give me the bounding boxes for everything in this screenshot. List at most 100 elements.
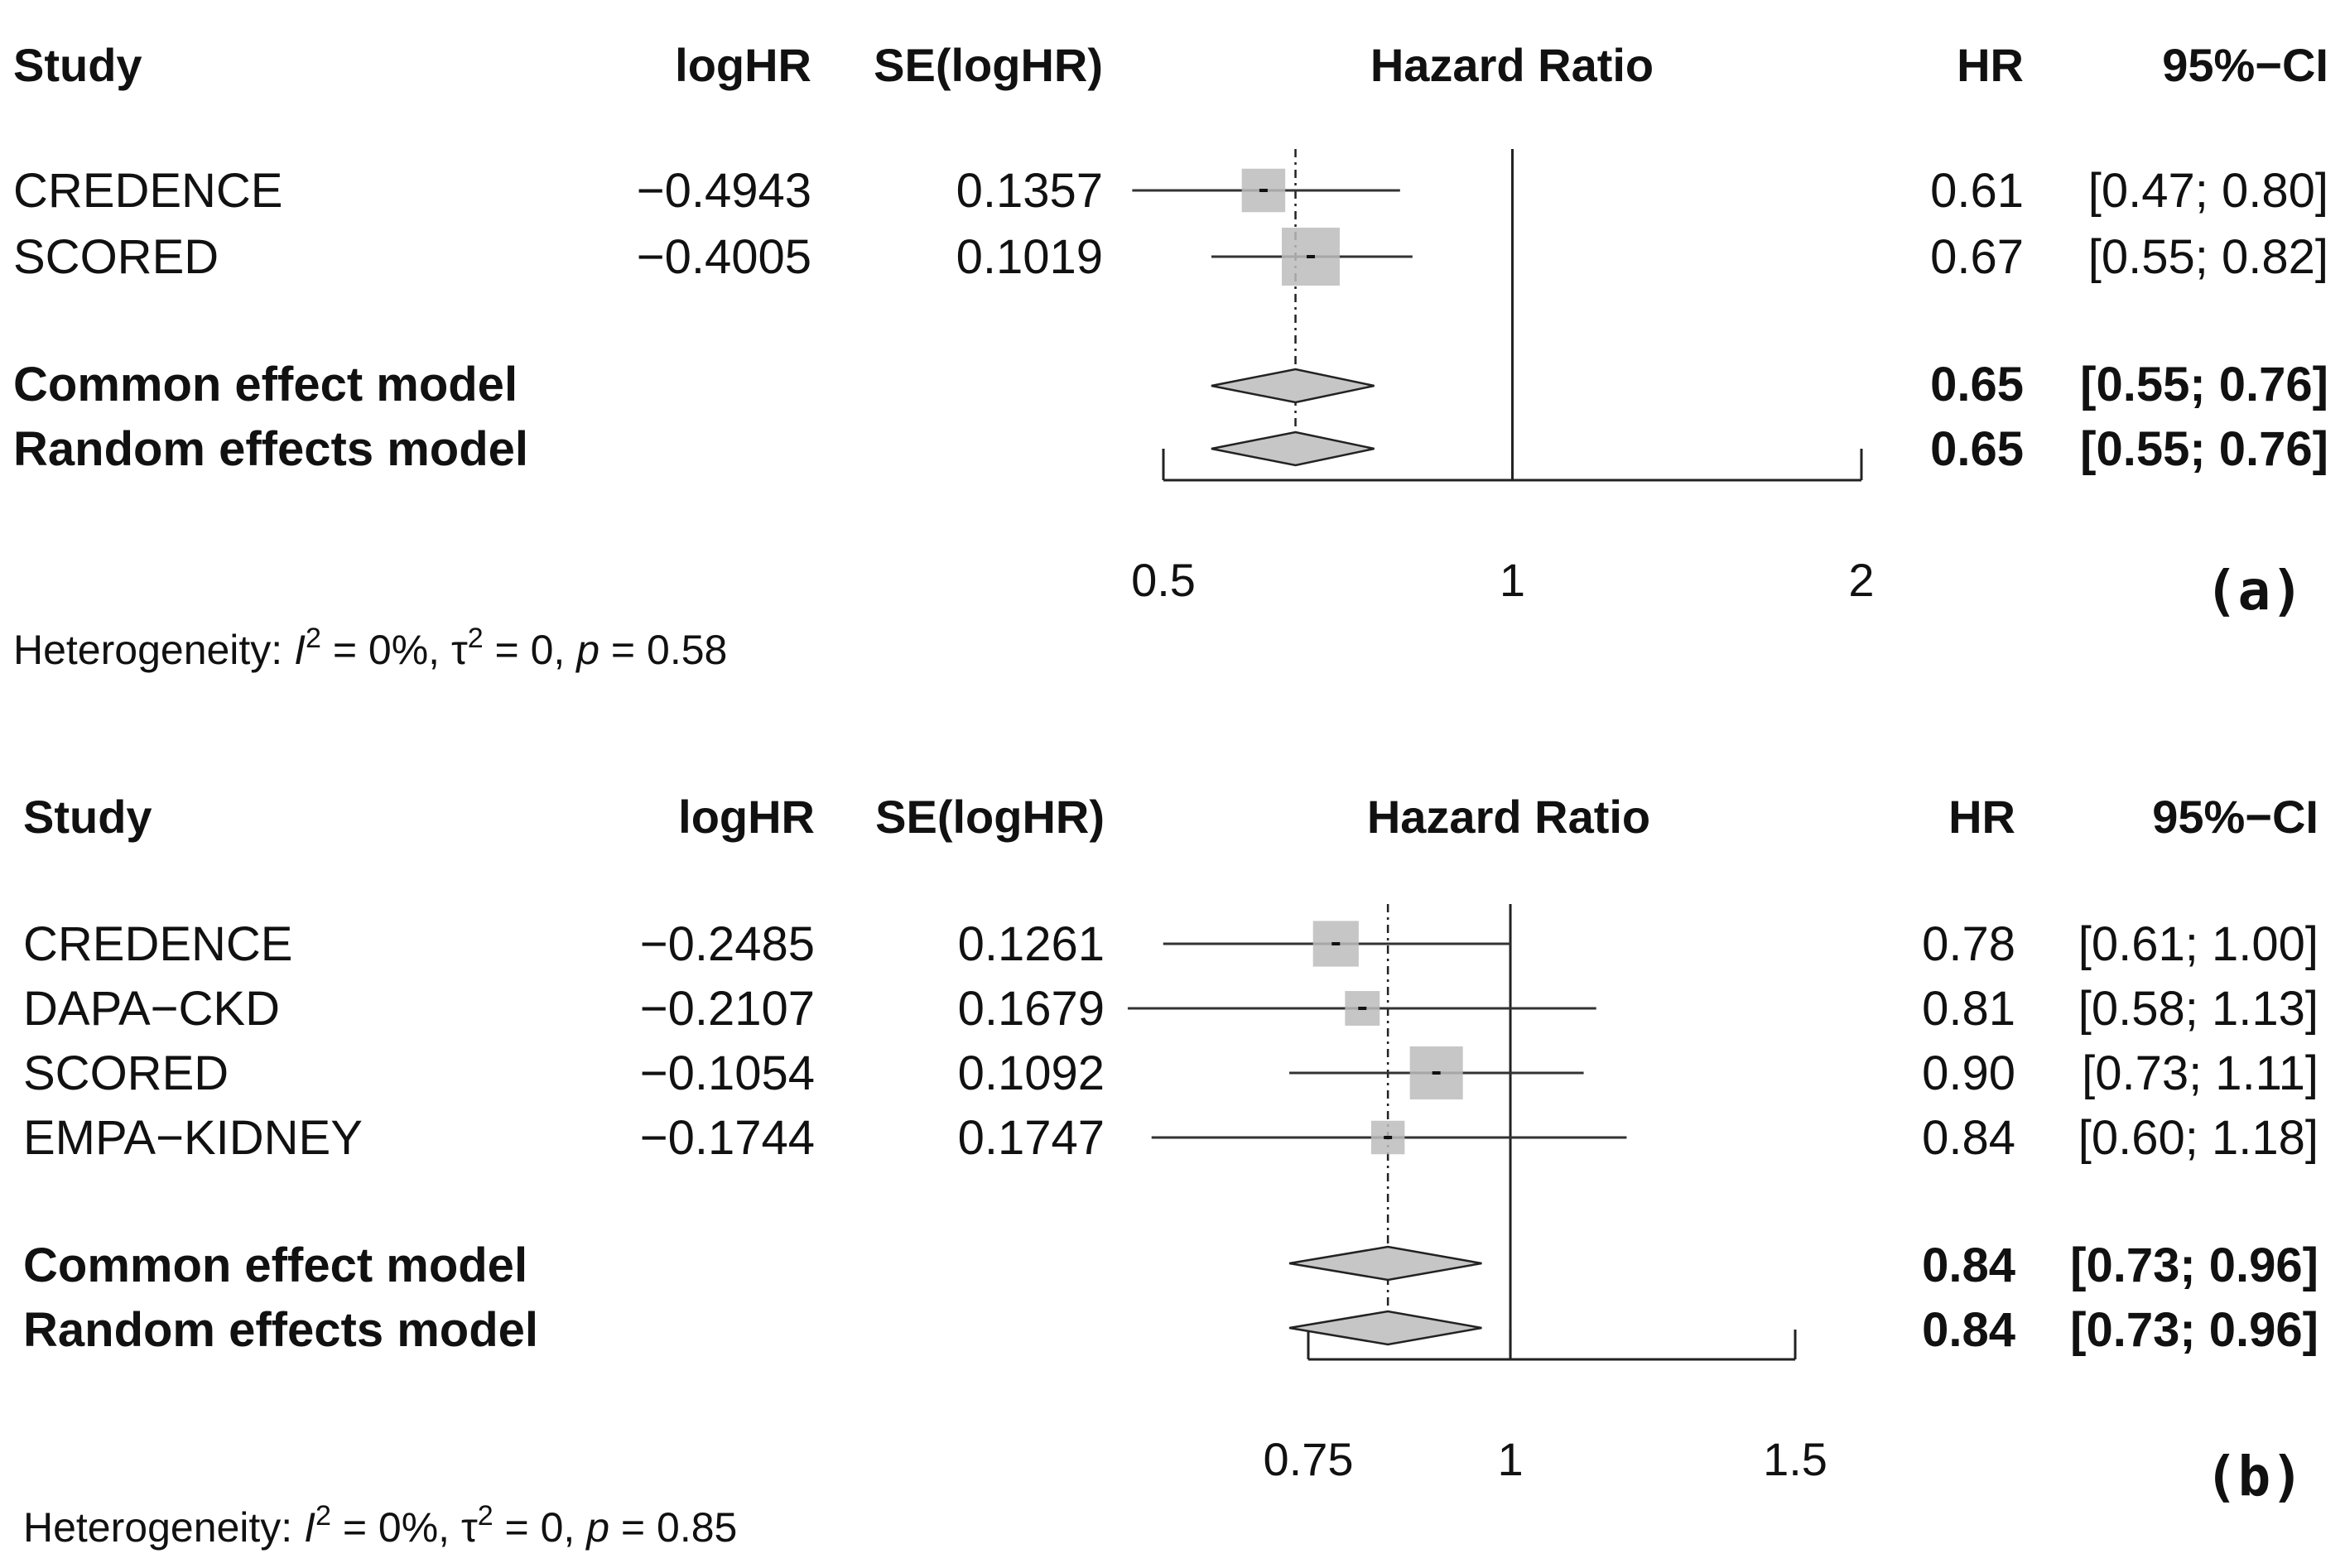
- pooled-name: Random effects model: [23, 1303, 538, 1357]
- pooled-name: Common effect model: [13, 358, 518, 411]
- het-tau2-value: = 0,: [484, 627, 577, 673]
- pooled-ci: [0.73; 0.96]: [2070, 1303, 2319, 1357]
- pooled-ci: [0.55; 0.76]: [2080, 358, 2328, 411]
- study-se: 0.1747: [958, 1111, 1105, 1165]
- study-se: 0.1092: [958, 1046, 1105, 1100]
- header-hr: HR: [1948, 791, 2015, 843]
- study-hr: 0.67: [1930, 230, 2024, 284]
- pooled-name: Common effect model: [23, 1239, 527, 1292]
- het-i2-label: I: [304, 1504, 315, 1551]
- axis-tick-label: 2: [1848, 554, 1874, 606]
- heterogeneity-stats: Heterogeneity: I2 = 0%, τ2 = 0, p = 0.85: [23, 1500, 737, 1551]
- axis-tick-label: 0.5: [1131, 554, 1196, 606]
- pooled-row: Common effect model 0.84 [0.73; 0.96]: [23, 1239, 2319, 1292]
- het-prefix: Heterogeneity:: [23, 1504, 304, 1551]
- axis-tick-label: 1: [1500, 554, 1525, 606]
- study-name: SCORED: [23, 1046, 229, 1100]
- study-ci: [0.60; 1.18]: [2078, 1111, 2319, 1165]
- forest-panel-b: Study logHR SE(logHR) Hazard Ratio HR 95…: [23, 791, 2319, 1551]
- study-row: CREDENCE −0.4943 0.1357 0.61 [0.47; 0.80…: [13, 164, 2328, 218]
- het-i2-value: = 0%,: [321, 627, 451, 673]
- study-loghr: −0.2485: [640, 917, 815, 971]
- study-name: EMPA−KIDNEY: [23, 1111, 363, 1165]
- forest-plot-area-a: [1132, 149, 1863, 482]
- study-loghr: −0.4005: [637, 230, 811, 284]
- het-p-value: = 0.58: [599, 627, 727, 673]
- study-loghr: −0.1054: [640, 1046, 815, 1100]
- study-hr: 0.61: [1930, 164, 2024, 218]
- pooled-hr: 0.65: [1930, 422, 2024, 476]
- pooled-row: Common effect model 0.65 [0.55; 0.76]: [13, 358, 2328, 411]
- study-ci: [0.47; 0.80]: [2088, 164, 2328, 218]
- het-sup: 2: [468, 623, 484, 654]
- het-sup: 2: [478, 1500, 494, 1532]
- het-p-value: = 0.85: [609, 1504, 737, 1551]
- axis-tick-label: 0.75: [1264, 1433, 1354, 1485]
- axis-tick-label: 1: [1497, 1433, 1523, 1485]
- pooled-row: Random effects model 0.65 [0.55; 0.76]: [13, 422, 2328, 476]
- het-tau2-value: = 0,: [494, 1504, 587, 1551]
- header-study: Study: [13, 39, 142, 91]
- het-i2-value: = 0%,: [331, 1504, 461, 1551]
- het-p-label: p: [585, 1504, 609, 1551]
- study-row: EMPA−KIDNEY −0.1744 0.1747 0.84 [0.60; 1…: [23, 1111, 2319, 1165]
- het-p-label: p: [575, 627, 599, 673]
- header-hazard-ratio: Hazard Ratio: [1367, 791, 1650, 843]
- het-sup: 2: [315, 1500, 331, 1532]
- pooled-diamond: [1211, 368, 1375, 404]
- study-loghr: −0.4943: [637, 164, 811, 218]
- study-ci: [0.55; 0.82]: [2088, 230, 2328, 284]
- study-row: CREDENCE −0.2485 0.1261 0.78 [0.61; 1.00…: [23, 917, 2319, 971]
- study-ci: [0.73; 1.11]: [2082, 1046, 2319, 1100]
- study-name: DAPA−CKD: [23, 982, 280, 1036]
- pooled-diamond: [1288, 1245, 1482, 1282]
- panel-label-b: (b): [2205, 1445, 2304, 1508]
- header-se-loghr: SE(logHR): [875, 791, 1105, 843]
- study-loghr: −0.2107: [640, 982, 815, 1036]
- study-row: SCORED −0.4005 0.1019 0.67 [0.55; 0.82]: [13, 230, 2328, 284]
- pooled-ci: [0.73; 0.96]: [2070, 1239, 2319, 1292]
- study-hr: 0.78: [1922, 917, 2015, 971]
- study-name: SCORED: [13, 230, 219, 284]
- study-name: CREDENCE: [23, 917, 293, 971]
- forest-panel-a: Study logHR SE(logHR) Hazard Ratio HR 95…: [13, 39, 2328, 673]
- pooled-ci: [0.55; 0.76]: [2080, 422, 2328, 476]
- pooled-row: Random effects model 0.84 [0.73; 0.96]: [23, 1303, 2319, 1357]
- pooled-diamond: [1211, 430, 1375, 467]
- axis-tick-label: 1.5: [1763, 1433, 1827, 1485]
- pooled-hr: 0.84: [1922, 1239, 2015, 1292]
- header-loghr: logHR: [678, 791, 815, 843]
- forest-plot-area-b: [1127, 904, 1797, 1361]
- pooled-diamond: [1288, 1310, 1482, 1346]
- pooled-hr: 0.65: [1930, 358, 2024, 411]
- header-hazard-ratio: Hazard Ratio: [1370, 39, 1654, 91]
- study-row: DAPA−CKD −0.2107 0.1679 0.81 [0.58; 1.13…: [23, 982, 2319, 1036]
- het-i2-label: I: [294, 627, 306, 673]
- pooled-hr: 0.84: [1922, 1303, 2015, 1357]
- het-sup: 2: [306, 623, 321, 654]
- heterogeneity-stats: Heterogeneity: I2 = 0%, τ2 = 0, p = 0.58: [13, 623, 727, 673]
- panel-label-a: (a): [2205, 559, 2304, 623]
- study-name: CREDENCE: [13, 164, 283, 218]
- study-hr: 0.90: [1922, 1046, 2015, 1100]
- header-hr: HR: [1957, 39, 2024, 91]
- study-hr: 0.84: [1922, 1111, 2015, 1165]
- het-tau2-label: τ: [461, 1504, 478, 1551]
- study-ci: [0.58; 1.13]: [2078, 982, 2319, 1036]
- het-tau2-label: τ: [451, 627, 468, 673]
- study-se: 0.1679: [958, 982, 1105, 1036]
- study-ci: [0.61; 1.00]: [2078, 917, 2319, 971]
- header-se-loghr: SE(logHR): [874, 39, 1103, 91]
- header-study: Study: [23, 791, 152, 843]
- header-ci: 95%−CI: [2152, 791, 2319, 843]
- study-row: SCORED −0.1054 0.1092 0.90 [0.73; 1.11]: [23, 1046, 2319, 1100]
- study-se: 0.1019: [956, 230, 1103, 284]
- study-hr: 0.81: [1922, 982, 2015, 1036]
- study-se: 0.1261: [958, 917, 1105, 971]
- header-loghr: logHR: [675, 39, 811, 91]
- het-prefix: Heterogeneity:: [13, 627, 294, 673]
- study-loghr: −0.1744: [640, 1111, 815, 1165]
- header-ci: 95%−CI: [2162, 39, 2328, 91]
- study-se: 0.1357: [956, 164, 1103, 218]
